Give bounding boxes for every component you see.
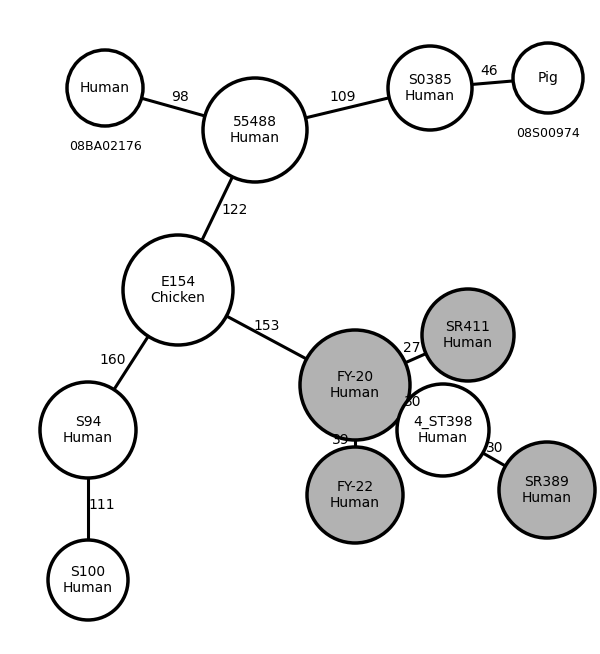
Text: E154
Chicken: E154 Chicken [151,275,205,305]
Ellipse shape [388,46,472,130]
Text: 08S00974: 08S00974 [516,127,580,140]
Ellipse shape [397,384,489,476]
Ellipse shape [300,330,410,440]
Text: 122: 122 [221,203,248,217]
Text: Pig: Pig [538,71,559,85]
Text: Human: Human [80,81,130,95]
Text: 160: 160 [100,353,126,367]
Text: 46: 46 [480,64,498,78]
Text: FY-22
Human: FY-22 Human [330,480,380,510]
Text: 30: 30 [404,394,422,409]
Text: 4_ST398
Human: 4_ST398 Human [413,415,473,445]
Text: 109: 109 [329,90,356,104]
Text: 55488
Human: 55488 Human [230,115,280,145]
Ellipse shape [48,540,128,620]
Text: 153: 153 [253,318,280,332]
Ellipse shape [307,447,403,543]
Text: 39: 39 [332,433,350,447]
Ellipse shape [203,78,307,182]
Text: 111: 111 [89,498,115,512]
Text: FY-20
Human: FY-20 Human [330,370,380,400]
Ellipse shape [513,43,583,113]
Text: SR389
Human: SR389 Human [522,475,572,505]
Text: S94
Human: S94 Human [63,415,113,445]
Text: SR411
Human: SR411 Human [443,320,493,350]
Ellipse shape [422,289,514,381]
Ellipse shape [67,50,143,126]
Text: 98: 98 [171,90,189,104]
Text: 27: 27 [403,341,420,355]
Ellipse shape [40,382,136,478]
Text: 30: 30 [486,441,504,455]
Text: S0385
Human: S0385 Human [405,73,455,103]
Text: 08BA02176: 08BA02176 [68,140,142,153]
Ellipse shape [123,235,233,345]
Text: S100
Human: S100 Human [63,565,113,595]
Ellipse shape [499,442,595,538]
